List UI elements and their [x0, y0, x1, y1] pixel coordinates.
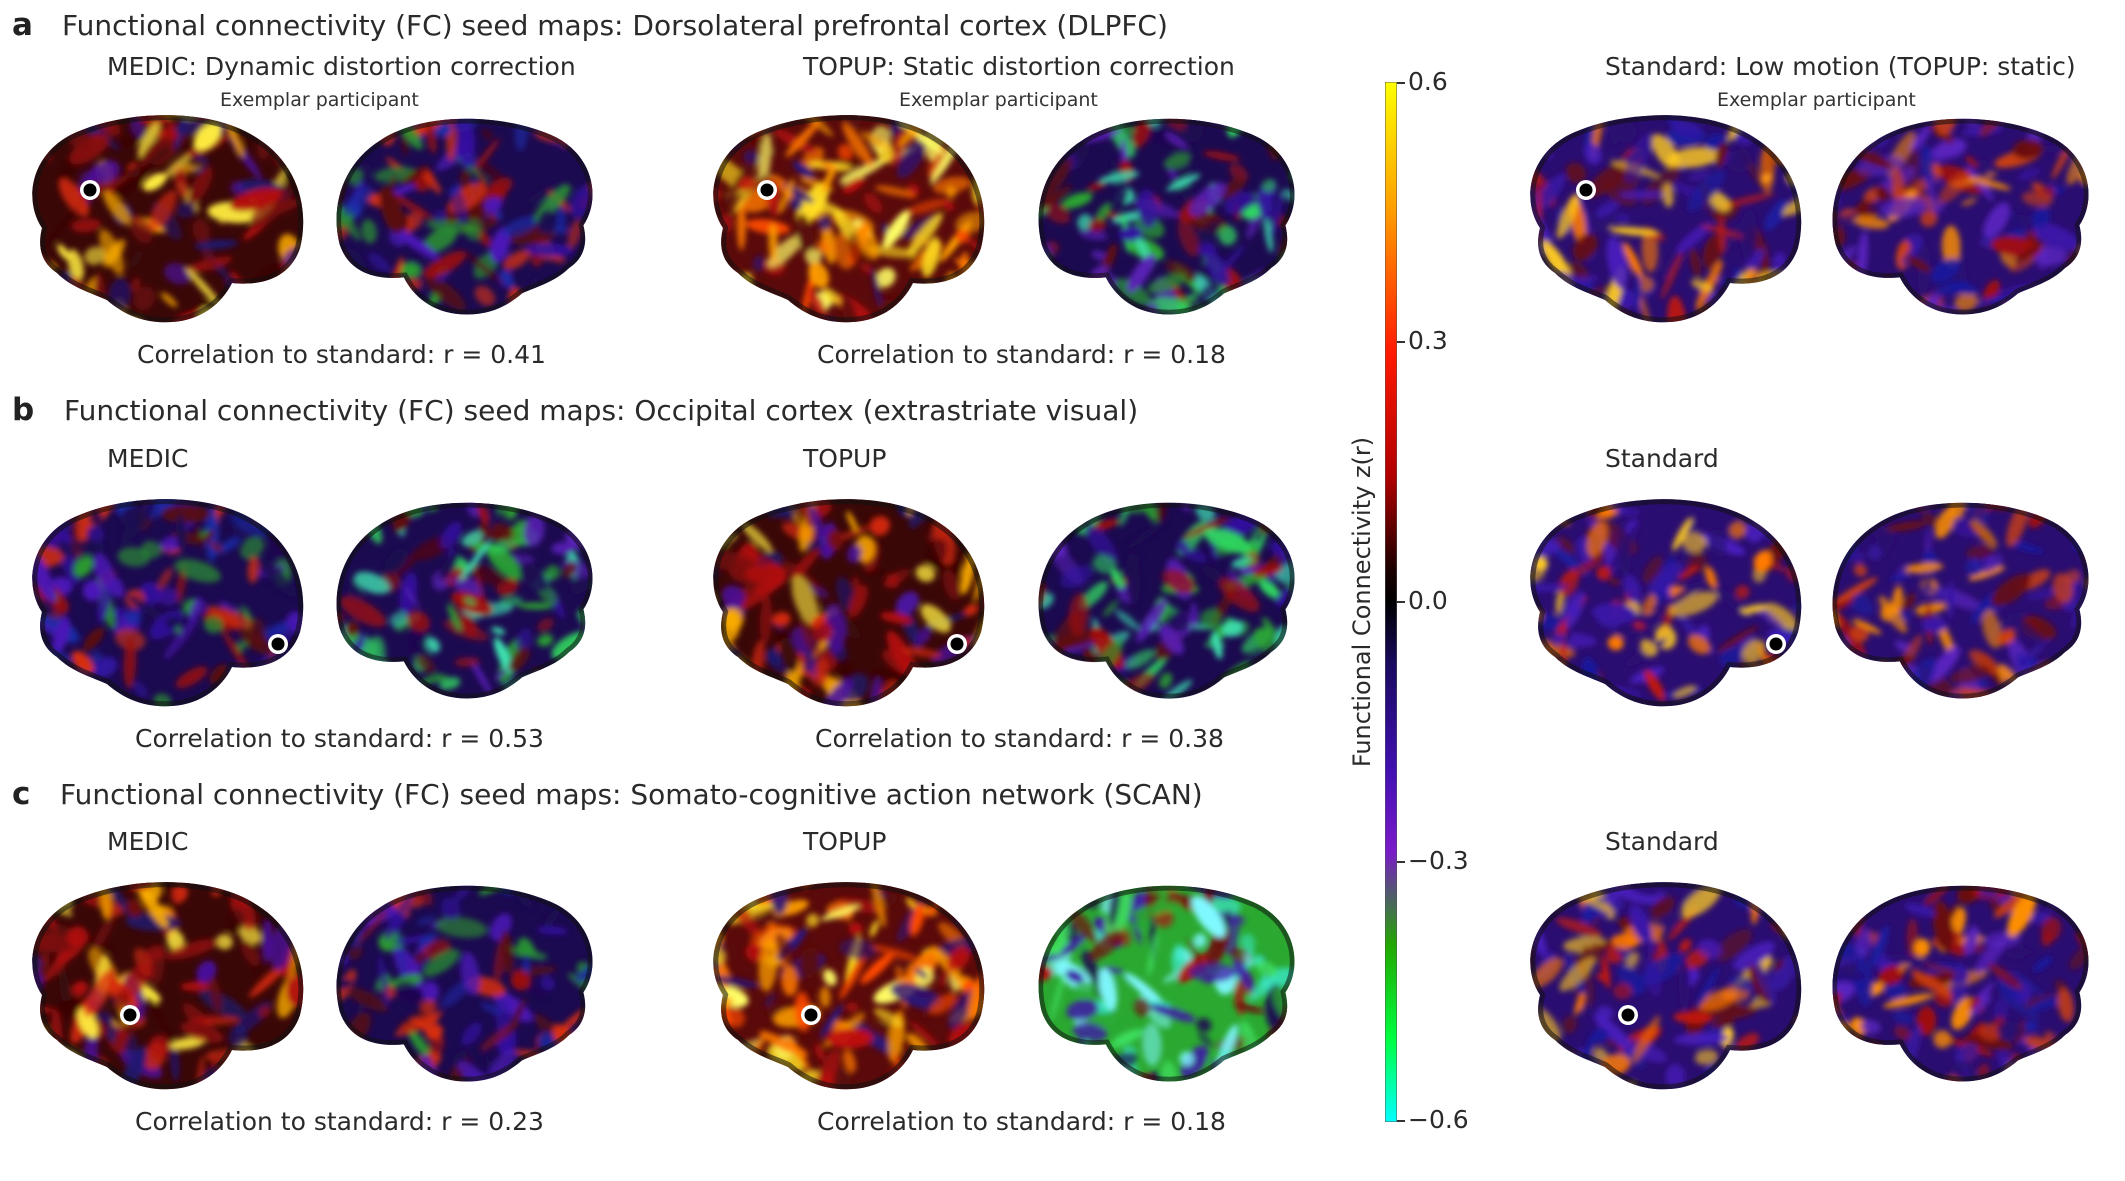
c-medic-correlation: Correlation to standard: r = 0.23 — [135, 1107, 544, 1136]
brain-c-standard — [1530, 882, 1802, 1090]
colorbar-tick-mark-0 — [1397, 82, 1405, 84]
colorbar-gradient — [1384, 81, 1398, 1123]
brain-b-topup — [713, 499, 985, 707]
c-topup-correlation: Correlation to standard: r = 0.18 — [817, 1107, 1226, 1136]
seed-marker-center — [760, 183, 774, 197]
a-medic-correlation: Correlation to standard: r = 0.41 — [137, 340, 546, 369]
a-medic-label: MEDIC: Dynamic distortion correction — [107, 52, 576, 81]
brain-b-topup-medial — [1038, 502, 1295, 699]
colorbar-tick-label: −0.6 — [1408, 1105, 1469, 1134]
colorbar-tick-label: 0.3 — [1408, 326, 1448, 355]
brain-surface — [32, 115, 304, 323]
brain-a-standard-medial — [1832, 118, 2089, 315]
brain-c-medic-medial — [336, 885, 593, 1082]
brain-surface — [1038, 502, 1295, 699]
colorbar-tick-mark-2 — [1397, 601, 1405, 603]
brain-surface — [1038, 885, 1295, 1082]
colorbar-axis-label: Functional Connectivity z(r) — [1348, 436, 1376, 768]
colorbar-tick-label: 0.0 — [1408, 586, 1448, 615]
brain-b-standard — [1530, 499, 1802, 707]
brain-b-standard-medial — [1832, 502, 2089, 699]
c-topup-label: TOPUP — [803, 827, 887, 856]
brain-a-topup — [713, 115, 985, 323]
a-topup-exemplar: Exemplar participant — [899, 89, 1098, 111]
panel-b-letter: b — [12, 392, 35, 428]
brain-surface — [713, 499, 985, 707]
a-standard-label: Standard: Low motion (TOPUP: static) — [1605, 52, 2076, 81]
panel-c-letter: c — [12, 776, 31, 812]
seed-marker-center — [1769, 637, 1783, 651]
c-standard-label: Standard — [1605, 827, 1719, 856]
brain-surface — [336, 502, 593, 699]
brain-c-topup-medial — [1038, 885, 1295, 1082]
colorbar-tick-mark-1 — [1397, 341, 1405, 343]
a-topup-label: TOPUP: Static distortion correction — [803, 52, 1235, 81]
seed-marker-center — [123, 1008, 137, 1022]
brain-surface — [336, 118, 593, 315]
brain-surface — [336, 885, 593, 1082]
panel-a-letter: a — [12, 7, 33, 43]
b-medic-label: MEDIC — [107, 444, 189, 473]
seed-marker-center — [83, 183, 97, 197]
colorbar-rect — [1384, 81, 1398, 1123]
brain-a-medic — [32, 115, 304, 323]
panel-b-title: Functional connectivity (FC) seed maps: … — [64, 394, 1139, 427]
seed-marker-center — [1621, 1008, 1635, 1022]
brain-a-topup-medial — [1038, 118, 1295, 315]
brain-c-topup — [713, 882, 985, 1090]
brain-surface — [713, 882, 985, 1090]
brain-surface — [1530, 115, 1802, 323]
b-standard-label: Standard — [1605, 444, 1719, 473]
brain-a-medic-medial — [336, 118, 593, 315]
b-topup-label: TOPUP — [803, 444, 887, 473]
colorbar-tick-mark-4 — [1397, 1120, 1405, 1122]
brain-surface — [1530, 882, 1802, 1090]
a-topup-correlation: Correlation to standard: r = 0.18 — [817, 340, 1226, 369]
b-medic-correlation: Correlation to standard: r = 0.53 — [135, 724, 544, 753]
brain-surface — [1038, 118, 1295, 315]
brain-c-standard-medial — [1832, 885, 2089, 1082]
brain-c-medic — [32, 882, 304, 1090]
a-standard-exemplar: Exemplar participant — [1717, 89, 1916, 111]
brain-b-medic-medial — [336, 502, 593, 699]
b-topup-correlation: Correlation to standard: r = 0.38 — [815, 724, 1224, 753]
a-medic-exemplar: Exemplar participant — [220, 89, 419, 111]
brain-a-standard — [1530, 115, 1802, 323]
brain-surface — [1832, 118, 2089, 315]
panel-c-title: Functional connectivity (FC) seed maps: … — [60, 778, 1203, 811]
c-medic-label: MEDIC — [107, 827, 189, 856]
seed-marker-center — [804, 1008, 818, 1022]
colorbar-tick-mark-3 — [1397, 861, 1405, 863]
seed-marker-center — [271, 637, 285, 651]
colorbar-tick-label: 0.6 — [1408, 67, 1448, 96]
brain-surface — [1530, 499, 1802, 707]
colorbar — [1384, 81, 1398, 1123]
seed-marker-center — [1579, 183, 1593, 197]
brain-surface — [713, 115, 985, 323]
brain-surface — [1832, 885, 2089, 1082]
seed-marker-center — [950, 637, 964, 651]
brain-surface — [32, 499, 304, 707]
brain-surface — [1832, 502, 2089, 699]
brain-b-medic — [32, 499, 304, 707]
brain-surface — [32, 882, 304, 1090]
panel-a-title: Functional connectivity (FC) seed maps: … — [62, 9, 1168, 42]
colorbar-tick-label: −0.3 — [1408, 846, 1469, 875]
